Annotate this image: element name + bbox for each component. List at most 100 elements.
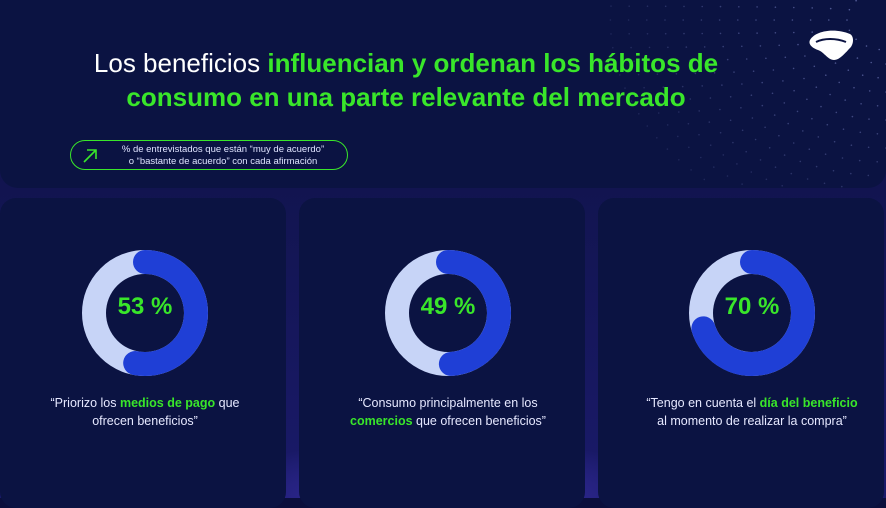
- pattern-dot: [846, 19, 848, 21]
- donut-label-1: 53 %: [117, 293, 173, 320]
- pattern-dot: [619, 74, 621, 76]
- pattern-dot: [870, 61, 872, 64]
- pattern-dot: [799, 160, 802, 163]
- pattern-dot: [713, 166, 715, 168]
- pattern-dot: [628, 33, 630, 35]
- pattern-dot: [842, 128, 845, 130]
- pattern-dot: [844, 99, 846, 101]
- pattern-dot: [667, 46, 669, 49]
- stat-card-2: 49 % “Consumo principalmente en los come…: [299, 198, 585, 508]
- pattern-dot: [809, 19, 812, 21]
- pattern-dot: [751, 117, 754, 119]
- pattern-dot: [867, 146, 870, 149]
- pattern-dot: [803, 77, 805, 80]
- pattern-dot: [694, 72, 697, 75]
- pattern-dot: [750, 171, 753, 173]
- pattern-dot: [652, 60, 654, 62]
- pattern-dot: [609, 19, 612, 21]
- pattern-dot: [738, 32, 740, 34]
- pattern-dot: [741, 45, 743, 48]
- pattern-dot: [773, 114, 776, 116]
- legend-note-text: % de entrevistados que están “muy de acu…: [101, 144, 345, 168]
- pattern-dot: [750, 94, 753, 96]
- pattern-dot: [772, 69, 775, 71]
- pattern-dot: [719, 108, 721, 111]
- pattern-dot: [719, 131, 722, 134]
- pattern-dot: [698, 110, 700, 112]
- pattern-dot: [847, 69, 850, 71]
- pattern-dot: [850, 144, 853, 146]
- pattern-dot: [853, 86, 855, 89]
- pattern-dot: [755, 19, 757, 21]
- donut-value-arc: [385, 250, 511, 376]
- pattern-dot: [868, 118, 870, 120]
- pattern-dot: [729, 96, 732, 98]
- pattern-dot: [683, 5, 685, 8]
- caption-1: “Priorizo los medios de pago que ofrecen…: [35, 394, 255, 430]
- pattern-dot: [610, 33, 612, 35]
- pattern-dot: [675, 73, 678, 75]
- pattern-dot: [678, 159, 680, 161]
- pattern-dot: [817, 136, 820, 138]
- pattern-dot: [752, 70, 755, 72]
- pattern-dot: [630, 46, 632, 49]
- pattern-dot: [859, 131, 862, 134]
- pattern-dot: [811, 117, 813, 120]
- pattern-dot: [719, 32, 722, 35]
- pattern-dot: [774, 32, 777, 34]
- pattern-dot: [792, 142, 795, 144]
- pattern-dot: [690, 169, 692, 171]
- pattern-dot: [738, 6, 740, 8]
- pattern-dot: [765, 57, 767, 60]
- pattern-dot: [701, 85, 703, 87]
- pattern-dot: [700, 19, 703, 21]
- legend-note: % de entrevistados que están “muy de acu…: [70, 140, 348, 170]
- pattern-dot: [791, 19, 794, 21]
- pattern-dot: [787, 122, 789, 125]
- pattern-dot: [669, 99, 672, 101]
- pattern-dot: [630, 100, 633, 102]
- caption-1-highlight: medios de pago: [119, 396, 216, 410]
- donut-chart-3: [689, 250, 815, 376]
- pattern-dot: [835, 111, 838, 114]
- pattern-dot: [790, 172, 793, 175]
- caption-3-highlight: día del beneficio: [759, 396, 858, 410]
- caption-1-part-a: “Priorizo los: [50, 396, 120, 410]
- caption-1-part-b: que ofrecen beneficios”: [92, 396, 240, 428]
- title-plain: Los beneficios: [93, 48, 268, 78]
- pattern-dot: [708, 59, 710, 61]
- pattern-dot: [666, 124, 669, 126]
- pattern-dot: [858, 159, 861, 162]
- pattern-dot: [656, 137, 658, 139]
- title-highlight: influencian y ordenan los hábitos de con…: [126, 48, 719, 112]
- pattern-dot: [709, 144, 712, 146]
- legend-note-line2: o “bastante de acuerdo” con cada afirmac…: [128, 156, 318, 167]
- pattern-dot: [703, 46, 706, 48]
- pattern-dot: [815, 165, 818, 168]
- donut-value-arc: [689, 250, 815, 376]
- pattern-dot: [737, 19, 739, 21]
- pattern-dot: [771, 92, 774, 95]
- pattern-dot: [650, 99, 652, 102]
- pattern-dot: [703, 178, 706, 181]
- pattern-dot: [759, 159, 762, 161]
- pattern-dot: [808, 148, 811, 150]
- pattern-dot: [700, 156, 702, 159]
- pattern-dot: [701, 32, 703, 35]
- pattern-dot: [698, 133, 700, 136]
- pattern-dot: [637, 73, 640, 76]
- page-title: Los beneficios influencian y ordenan los…: [56, 46, 756, 114]
- caption-2-part-b: que ofrecen beneficios”: [412, 414, 546, 428]
- pattern-dot: [761, 81, 763, 84]
- pattern-dot: [689, 98, 692, 100]
- pattern-dot: [856, 57, 859, 59]
- pattern-dot: [624, 87, 626, 89]
- pattern-dot: [627, 19, 630, 21]
- pattern-dot: [740, 107, 742, 109]
- pattern-dot: [759, 45, 762, 47]
- pattern-dot: [764, 126, 766, 129]
- legend-note-line1: % de entrevistados que están “muy de acu…: [121, 144, 325, 155]
- pattern-dot: [806, 98, 808, 101]
- pattern-dot: [745, 58, 748, 60]
- pattern-dot: [793, 6, 795, 9]
